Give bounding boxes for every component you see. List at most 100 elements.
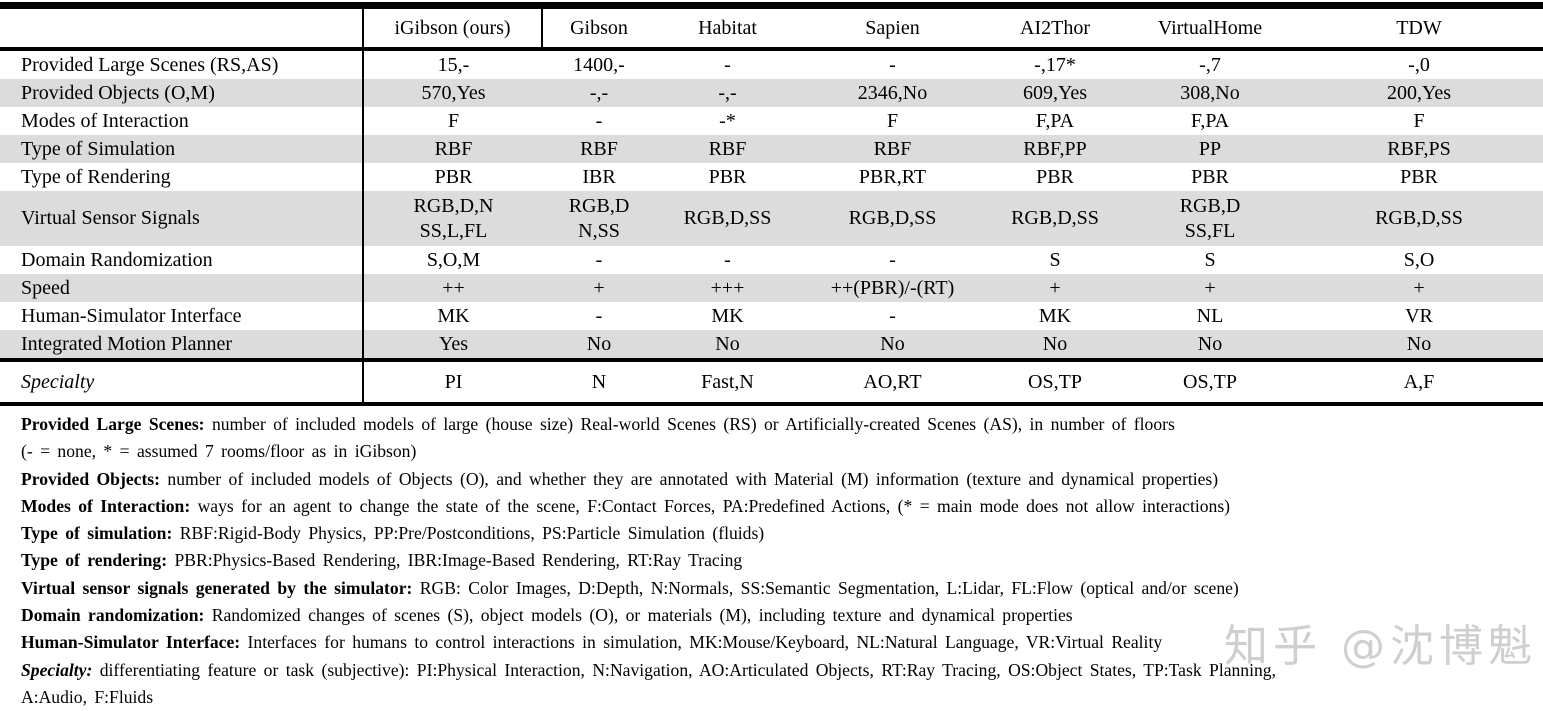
cell-text: RBF [708, 137, 747, 160]
cell-text: PP [1198, 137, 1222, 160]
table-row: Virtual Sensor Signals RGB,D,N SS,L,FL RGB,… [0, 191, 1543, 246]
cell-text: SS,L,FL [419, 219, 488, 242]
table-cell: + [1125, 274, 1295, 302]
cell-text: RBF,PP [1023, 137, 1087, 160]
cell-text: - [595, 248, 603, 271]
cell-text: MK [711, 304, 744, 327]
cell-text: No [715, 332, 740, 355]
table-cell: F,PA [985, 107, 1125, 135]
cell-text: RGB,D [568, 194, 630, 217]
cell-text: RBF [580, 137, 618, 160]
table-cell: - [800, 51, 985, 79]
row-label: Provided Large Scenes (RS,AS) [0, 51, 362, 79]
cell-text: + [1204, 276, 1216, 299]
table-cell: RGB,D N,SS [543, 191, 655, 246]
table-cell: No [655, 330, 800, 358]
cell-text: OS,TP [1028, 370, 1082, 393]
cell-text: 1400,- [573, 53, 625, 76]
footnote-term: Provided Large Scenes: [21, 414, 205, 434]
table-cell: IBR [543, 163, 655, 191]
table-footnotes: Provided Large Scenes: number of include… [0, 406, 1543, 711]
cell-text: Yes [438, 332, 469, 355]
footnote-term: Type of simulation: [21, 523, 173, 544]
cell-text: AI2Thor [1020, 16, 1090, 39]
cell-text: 15,- [437, 53, 470, 76]
cell-text: Type of Rendering [21, 165, 171, 188]
cell-text: iGibson (ours) [394, 16, 511, 39]
table-cell: -,- [655, 79, 800, 107]
cell-text: OS,TP [1183, 370, 1237, 393]
cell-text: + [1413, 276, 1425, 299]
table-cell: +++ [655, 274, 800, 302]
table-cell: + [1295, 274, 1543, 302]
cell-text: NL [1196, 304, 1224, 327]
cell-text: TDW [1396, 16, 1442, 39]
cell-text: Gibson [570, 16, 628, 39]
cell-text: - [889, 53, 896, 76]
cell-text: N,SS [578, 219, 620, 242]
column-header: VirtualHome [1125, 9, 1295, 47]
table-cell: RBF [362, 135, 543, 163]
footnote-term: Specialty: [21, 659, 93, 680]
table-cell: RGB,D,SS [1295, 191, 1543, 246]
table-cell: - [800, 302, 985, 330]
cell-text: VirtualHome [1157, 16, 1263, 39]
table-row: Integrated Motion Planner Yes No No No No No No [0, 330, 1543, 358]
cell-text: No [1042, 332, 1068, 355]
cell-text: RGB,D,SS [683, 207, 772, 229]
cell-text: F [447, 109, 460, 132]
cell-text: S [1204, 248, 1216, 271]
cell-text: -,17* [1034, 53, 1076, 76]
table-cell: 609,Yes [985, 79, 1125, 107]
row-label: Speed [0, 274, 362, 302]
table-cell: 200,Yes [1295, 79, 1543, 107]
footnote: Domain randomization: Randomized changes… [21, 605, 1073, 626]
table-cell: MK [362, 302, 543, 330]
footnote: Modes of Interaction: ways for an agent … [21, 495, 1231, 516]
table-cell: -* [655, 107, 800, 135]
table-bottom-rule [0, 402, 1543, 406]
footnote-term: Human-Simulator Interface: [21, 632, 241, 653]
cell-text: + [593, 276, 605, 299]
table-row: Type of Simulation RBF RBF RBF RBF RBF,PP PP RB… [0, 135, 1543, 163]
table-cell: F,PA [1125, 107, 1295, 135]
table-row: Human-Simulator Interface MK - MK - MK NL VR [0, 302, 1543, 330]
cell-text: A,F [1403, 370, 1435, 393]
table-cell: MK [655, 302, 800, 330]
footnote: Type of rendering: PBR:Physics-Based Ren… [21, 550, 743, 571]
specialty-label: Specialty [0, 362, 362, 402]
table-cell: RGB,D SS,FL [1125, 191, 1295, 246]
table-cell: ++ [362, 274, 543, 302]
column-header: Sapien [800, 9, 985, 47]
table-cell: No [985, 330, 1125, 358]
column-header: Habitat [655, 9, 800, 47]
table-cell: F [362, 107, 543, 135]
cell-text: Human-Simulator Interface [21, 304, 242, 327]
table-cell: PBR [1295, 163, 1543, 191]
row-label: Human-Simulator Interface [0, 302, 362, 330]
row-label: Provided Objects (O,M) [0, 79, 362, 107]
cell-text: RGB,D,N [413, 194, 494, 217]
table-cell: PBR [655, 163, 800, 191]
cell-text: S [1049, 248, 1061, 271]
footnote: Virtual sensor signals generated by the … [21, 577, 1239, 598]
specialty-cell: Fast,N [655, 362, 800, 402]
table-cell: - [543, 107, 655, 135]
comparison-table: iGibson (ours) Gibson Habitat Sapien AI2Thor… [0, 2, 1543, 406]
row-label: Type of Rendering [0, 163, 362, 191]
cell-text: Type of Simulation [21, 137, 176, 160]
table-cell: 15,- [362, 51, 543, 79]
table-cell: RBF [800, 135, 985, 163]
footnote: Type of simulation: RBF:Rigid-Body Physi… [21, 523, 765, 544]
specialty-cell: OS,TP [1125, 362, 1295, 402]
cell-text: Habitat [698, 16, 757, 39]
table-row: Type of Rendering PBR IBR PBR PBR,RT PBR PBR PB… [0, 163, 1543, 191]
cell-text: -,7 [1199, 53, 1221, 76]
cell-text: 2346,No [857, 81, 928, 104]
table-cell: S,O [1295, 246, 1543, 274]
table-cell: - [655, 51, 800, 79]
table-cell: 308,No [1125, 79, 1295, 107]
footnote: Provided Large Scenes: number of include… [21, 414, 1175, 462]
cell-text: N [591, 370, 607, 393]
